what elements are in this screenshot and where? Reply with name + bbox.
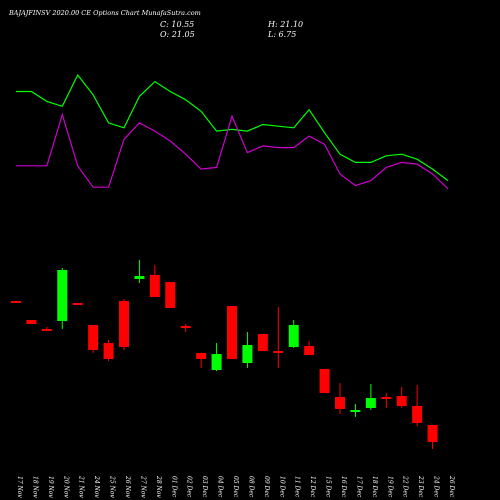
x-tick-label: 11 Dec <box>294 476 301 498</box>
candle-body <box>180 326 191 328</box>
x-tick-label: 20 Nov <box>62 475 69 498</box>
x-tick-label: 18 Nov <box>31 476 38 498</box>
candle-body <box>288 325 299 347</box>
x-tick-label: 10 Dec <box>278 476 285 498</box>
x-tick-label: 16 Dec <box>340 476 347 498</box>
x-tick-label: 05 Dec <box>232 476 239 498</box>
candle-body <box>149 275 160 297</box>
indicator-lines <box>16 73 449 190</box>
x-tick-label: 26 Dec <box>448 475 455 498</box>
candle-body <box>88 325 99 350</box>
x-tick-label: 09 Dec <box>263 476 270 498</box>
candle-body <box>350 410 361 412</box>
candle-body <box>211 354 222 370</box>
candles <box>11 260 438 449</box>
candle-body <box>273 351 284 353</box>
x-tick-label: 12 Dec <box>309 476 316 498</box>
low-readout: L: 6.75 <box>267 30 296 39</box>
x-tick-label: 15 Dec <box>325 476 332 498</box>
x-tick-label: 01 Dec <box>170 476 177 498</box>
x-tick-label: 18 Dec <box>371 476 378 498</box>
candle-body <box>119 301 129 347</box>
high-readout: H: 21.10 <box>267 20 303 29</box>
candle-body <box>57 270 68 321</box>
candle-body <box>11 301 21 303</box>
open-readout: O: 21.05 <box>160 30 195 39</box>
candle-body <box>396 396 407 406</box>
candle-body <box>257 334 268 351</box>
candle-body <box>41 329 52 331</box>
candle-body <box>227 306 237 359</box>
x-tick-label: 19 Dec <box>386 476 393 498</box>
x-tick-label: 27 Nov <box>139 475 146 498</box>
candle-body <box>165 282 176 308</box>
x-tick-label: 28 Nov <box>155 475 162 498</box>
x-tick-label: 19 Nov <box>47 476 54 498</box>
x-tick-label: 02 Dec <box>186 476 193 498</box>
candle-body <box>412 406 423 423</box>
x-tick-label: 17 Nov <box>16 476 23 498</box>
candle-body <box>103 343 114 359</box>
candle-body <box>134 276 145 279</box>
candle-body <box>242 345 253 363</box>
indicator-line-1 <box>16 73 449 182</box>
candle-body <box>72 303 83 305</box>
candle-body <box>335 397 345 409</box>
indicator-line-2 <box>16 112 449 190</box>
x-tick-label: 24 Nov <box>93 475 100 498</box>
x-tick-label: 24 Dec <box>433 475 440 498</box>
x-tick-label: 17 Dec <box>355 476 362 498</box>
x-tick-label: 22 Dec <box>402 475 409 498</box>
candle-body <box>319 369 330 393</box>
candle-body <box>365 398 376 408</box>
candle-body <box>196 353 207 359</box>
x-tick-label: 23 Dec <box>417 475 424 498</box>
x-tick-label: 25 Nov <box>109 475 116 498</box>
candle-body <box>304 346 315 355</box>
x-axis-ticks: 17 Nov 18 Nov 19 Nov 20 Nov 21 Nov 24 Nov 25 N… <box>16 475 455 498</box>
x-tick-label: 03 Dec <box>201 476 208 498</box>
chart-title: BAJAJFINSV 2020.00 CE Options Chart Muna… <box>8 9 201 17</box>
candle-body <box>381 397 392 399</box>
x-tick-label: 04 Dec <box>217 476 224 498</box>
candle-body <box>26 320 37 324</box>
candle-body <box>427 425 438 442</box>
close-readout: C: 10.55 <box>160 20 194 29</box>
x-tick-label: 26 Nov <box>124 475 131 498</box>
x-tick-label: 21 Nov <box>78 475 85 498</box>
x-tick-label: 08 Dec <box>247 476 254 498</box>
